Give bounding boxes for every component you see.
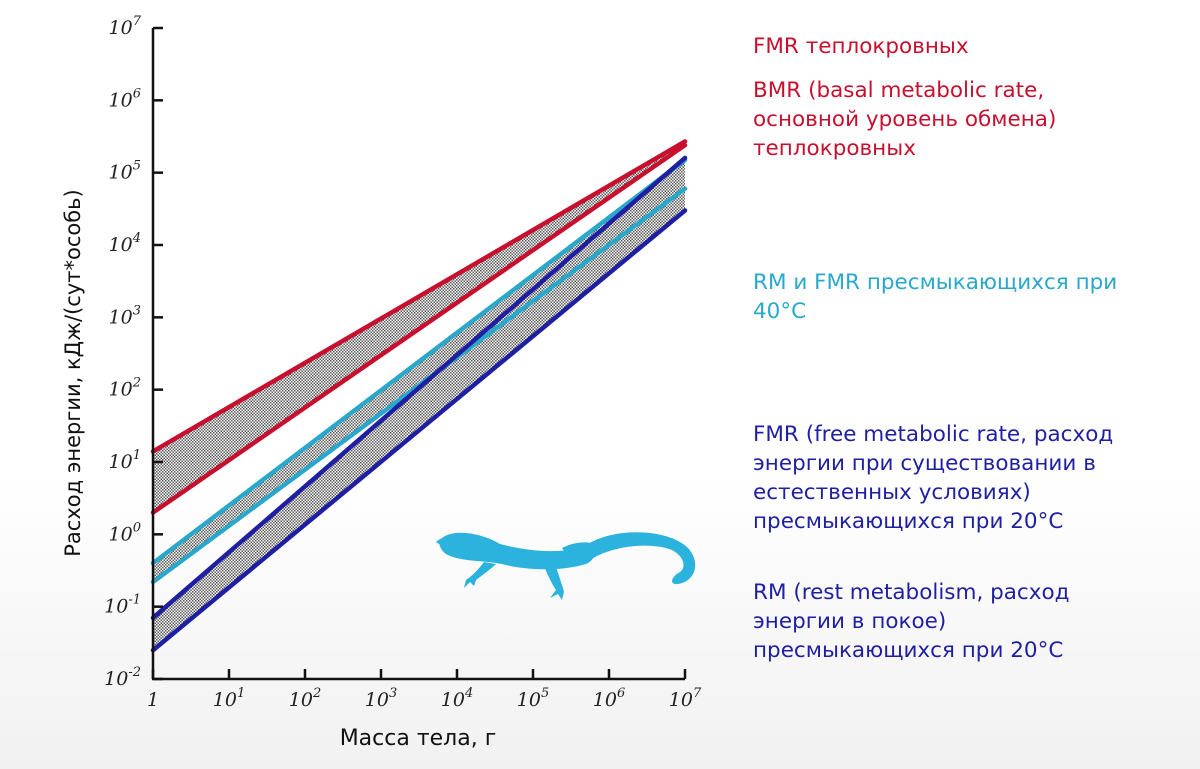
series-line-1 — [150, 142, 688, 515]
legend-entry: RM и FMR пресмыкающихся при 40°C — [753, 270, 1118, 324]
x-tick-label: 102 — [289, 686, 321, 711]
y-tick-label: 102 — [109, 376, 141, 401]
x-tick-label: 1 — [147, 689, 159, 711]
y-tick-label: 10-1 — [104, 593, 141, 618]
y-tick-label: 107 — [109, 14, 142, 39]
x-axis-label: Масса тела, г — [340, 726, 497, 751]
x-tick-label: 101 — [213, 686, 245, 711]
x-tick-label: 103 — [365, 686, 397, 711]
x-tick-label: 104 — [441, 686, 473, 711]
axes — [151, 28, 685, 681]
band-1 — [153, 159, 685, 582]
y-tick-label: 101 — [109, 448, 141, 473]
y-tick-label: 100 — [109, 520, 141, 545]
y-tick-label: 104 — [109, 231, 141, 256]
legend-entry: BMR (basal metabolic rate, основной уров… — [753, 78, 1057, 161]
legend-entry: RM (rest metabolism, расход энергии в по… — [753, 580, 1070, 663]
band-2 — [153, 157, 685, 651]
series-line-4 — [150, 155, 688, 621]
x-tick-label: 105 — [517, 686, 549, 711]
series-line-5 — [150, 208, 688, 653]
lizard-icon — [436, 532, 696, 600]
legend-entry: FMR (free metabolic rate, расход энергии… — [753, 422, 1114, 534]
y-tick-label: 106 — [109, 86, 141, 111]
legend-entry: FMR теплокровных — [753, 34, 969, 59]
series-line-0 — [150, 139, 688, 454]
x-tick-label: 106 — [593, 686, 625, 711]
y-tick-label: 10-2 — [104, 665, 141, 690]
y-tick-label: 105 — [109, 159, 141, 184]
series-line-2 — [150, 157, 688, 566]
y-tick-label: 103 — [109, 303, 141, 328]
x-tick-label: 107 — [669, 686, 702, 711]
ticks: 1 101 102 103 104 105 106 107 10-2 10-1 100 101 102 1… — [104, 14, 702, 711]
y-axis-label: Расход энергии, кДж/(сут*особь) — [61, 189, 85, 556]
series-lines — [150, 139, 688, 653]
